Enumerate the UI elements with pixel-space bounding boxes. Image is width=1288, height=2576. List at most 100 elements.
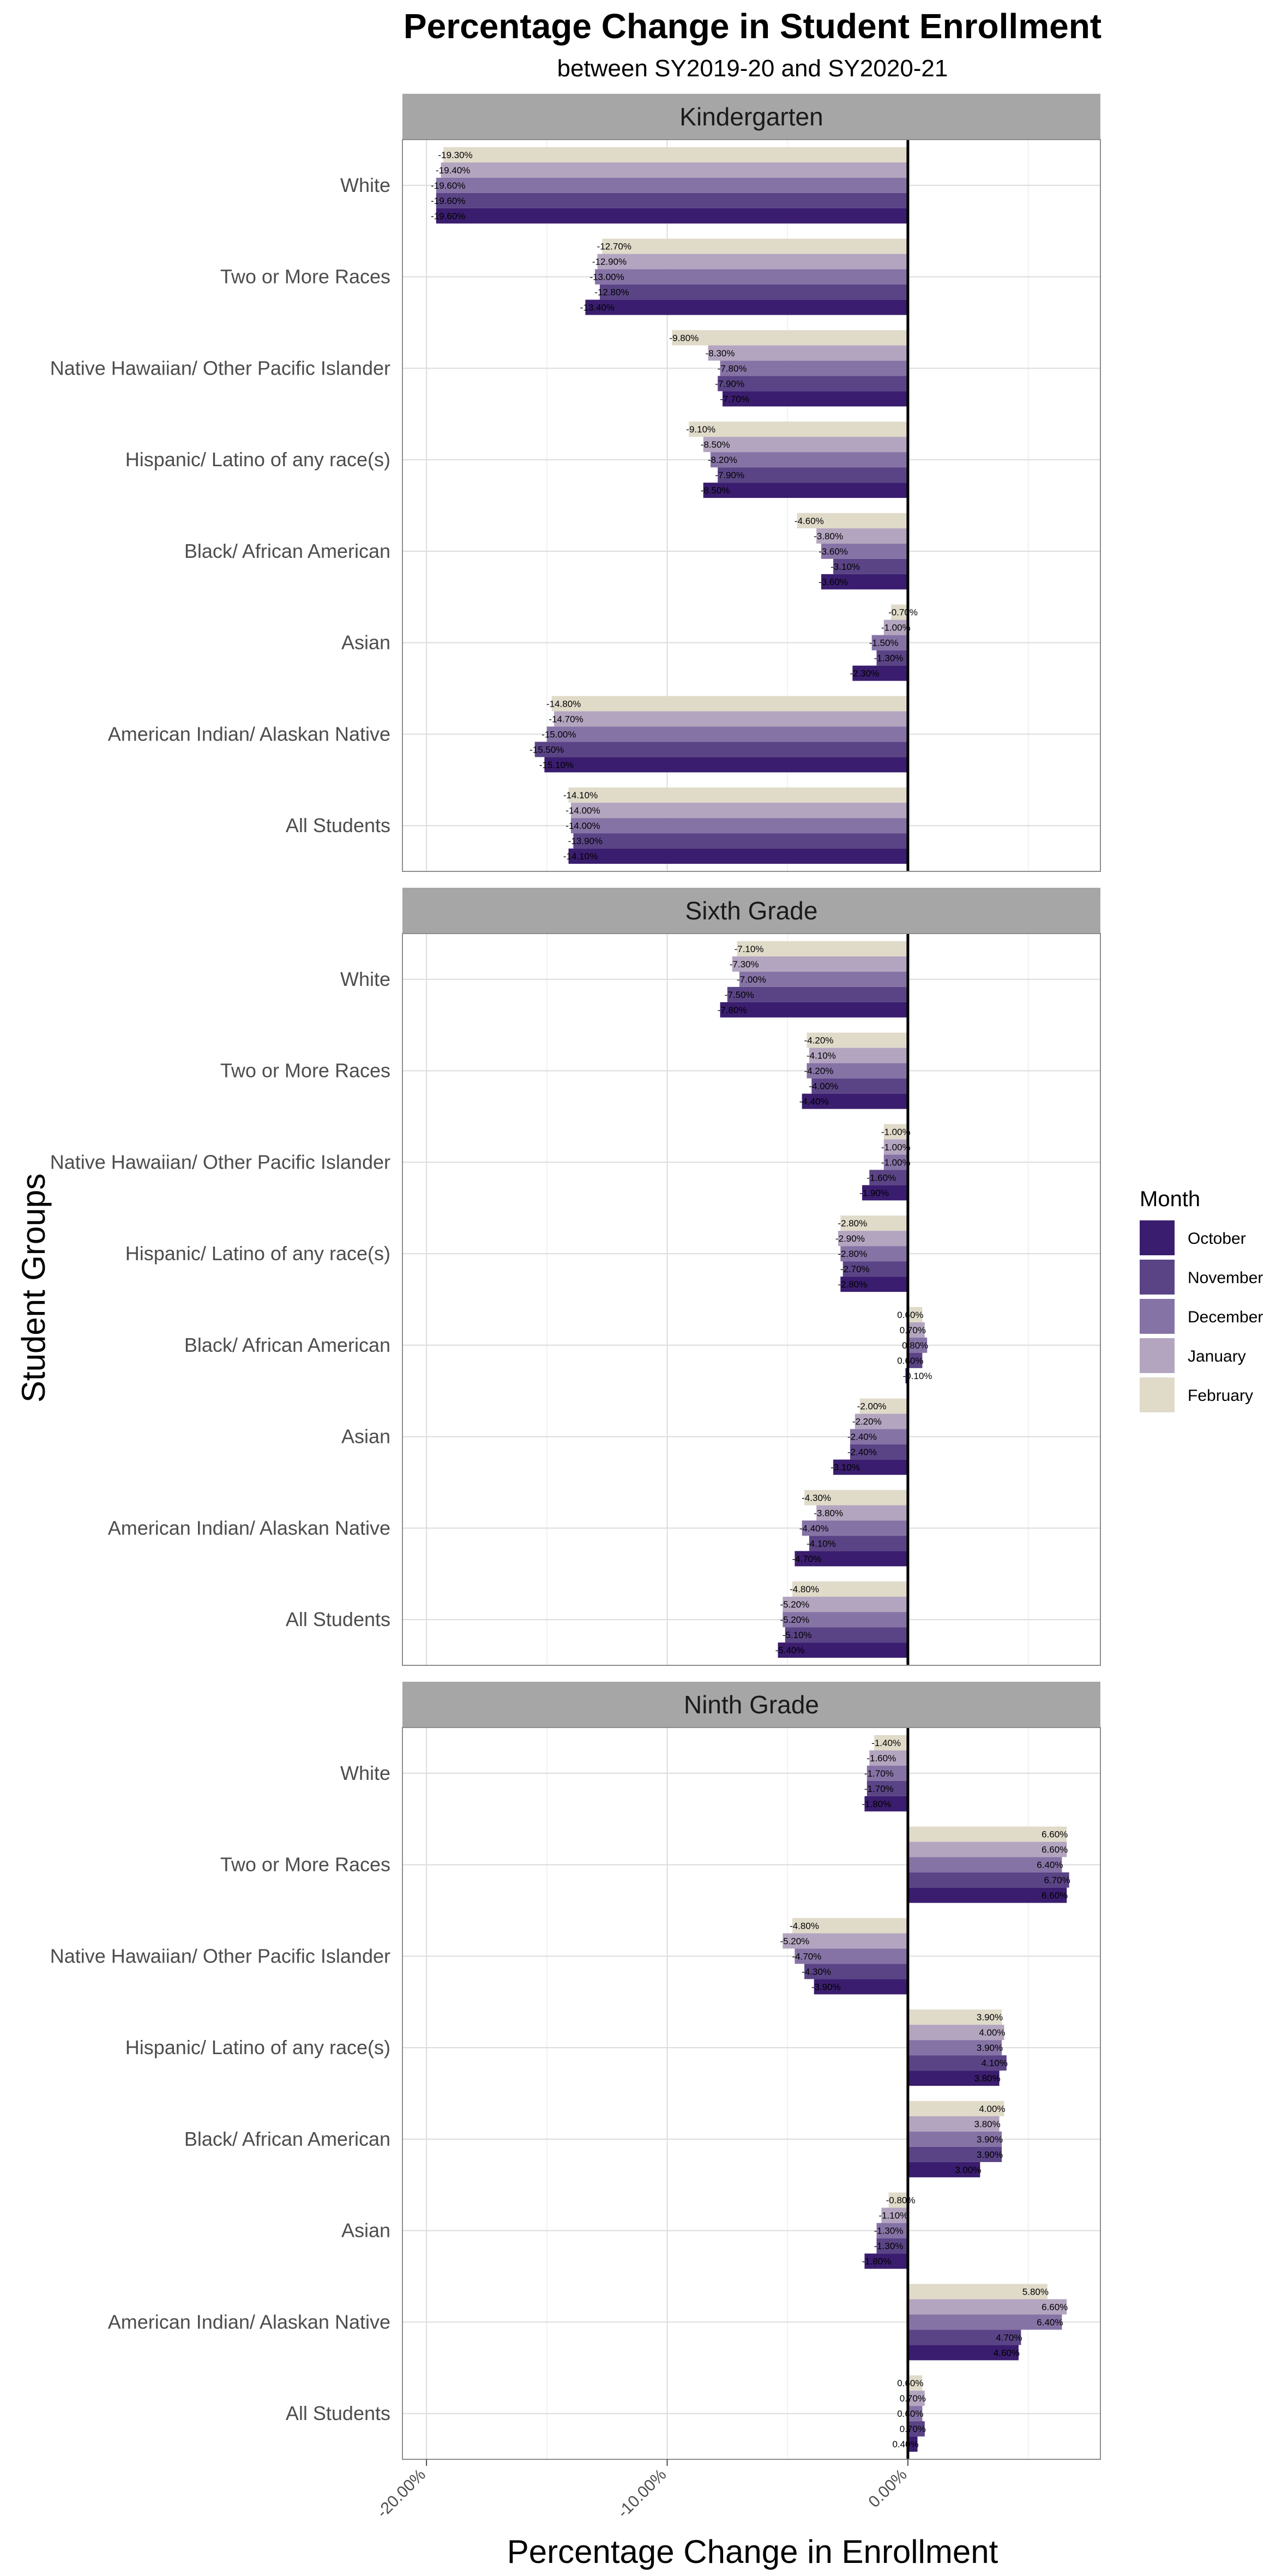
bar-american-indian-alaskan-native-february <box>551 696 908 712</box>
bar-american-indian-alaskan-native-january <box>554 711 908 727</box>
data-label: -1.00% <box>881 1157 911 1167</box>
bar-white-january <box>732 956 908 972</box>
category-label: White <box>340 174 390 196</box>
data-label: 6.40% <box>1037 1860 1063 1870</box>
category-label: Native Hawaiian/ Other Pacific Islander <box>50 1151 390 1173</box>
bar-all-students-november <box>907 2421 925 2437</box>
bar-white-february <box>874 1735 908 1750</box>
category-label: Hispanic/ Latino of any race(s) <box>125 1242 390 1265</box>
category-label: Two or More Races <box>220 266 390 288</box>
legend-swatch-december <box>1140 1299 1175 1334</box>
bar-hispanic-latino-of-any-race-s-november <box>842 1261 908 1277</box>
panel-strip <box>402 888 1100 934</box>
data-label: -19.40% <box>436 165 470 176</box>
bar-black-african-american-november <box>907 2146 1002 2162</box>
panel-title: Sixth Grade <box>685 896 818 925</box>
data-label: -5.20% <box>780 1599 809 1610</box>
panel-border <box>402 139 1101 872</box>
data-label: -4.10% <box>806 1051 836 1061</box>
bar-white-february <box>443 147 908 162</box>
bar-black-african-american-november <box>907 1352 923 1368</box>
category-label: White <box>340 1762 390 1784</box>
data-label: -1.40% <box>871 1738 901 1748</box>
bar-all-students-october <box>568 848 908 864</box>
data-label: 4.10% <box>982 2058 1008 2068</box>
data-label: -14.80% <box>546 699 581 709</box>
bar-american-indian-alaskan-native-february <box>804 1490 908 1506</box>
bar-asian-october <box>833 1459 908 1475</box>
data-label: -12.70% <box>597 242 631 252</box>
data-label: -14.10% <box>563 851 598 862</box>
bar-hispanic-latino-of-any-race-s-december <box>840 1246 908 1262</box>
x-axis-title: Percentage Change in Enrollment <box>507 2533 998 2570</box>
bar-white-november <box>436 192 908 208</box>
bar-black-african-american-january <box>816 528 908 544</box>
bar-all-students-october <box>907 2436 918 2452</box>
data-label: -2.70% <box>840 1264 870 1274</box>
bar-american-indian-alaskan-native-november <box>534 742 908 757</box>
data-label: -5.20% <box>780 1936 809 1946</box>
data-label: -4.80% <box>790 1584 819 1594</box>
bar-white-october <box>436 208 908 224</box>
data-label: -9.10% <box>686 424 715 435</box>
bar-native-hawaiian-other-pacific-islander-february <box>672 330 908 346</box>
bar-asian-november <box>850 1444 908 1460</box>
data-label: -8.50% <box>701 485 730 496</box>
bar-all-students-december <box>783 1612 908 1628</box>
bar-american-indian-alaskan-native-january <box>907 2299 1067 2315</box>
panel-border <box>402 1727 1101 2460</box>
data-label: 3.80% <box>974 2073 1001 2084</box>
bar-hispanic-latino-of-any-race-s-december <box>907 2040 1002 2056</box>
bar-asian-january <box>881 2207 908 2223</box>
category-label: White <box>340 968 390 990</box>
data-label: -3.10% <box>830 562 860 572</box>
bar-native-hawaiian-other-pacific-islander-october <box>723 391 908 407</box>
bar-black-african-american-december <box>907 1337 928 1353</box>
bar-two-or-more-races-february <box>907 1826 1067 1842</box>
bar-all-students-january <box>907 2391 925 2406</box>
data-label: -3.10% <box>830 1462 860 1473</box>
bar-white-december <box>436 177 908 193</box>
legend-label-october: October <box>1188 1230 1246 1248</box>
data-label: -2.30% <box>850 669 879 679</box>
data-label: -5.20% <box>780 1615 809 1625</box>
data-label: 0.70% <box>900 1325 926 1335</box>
bar-native-hawaiian-other-pacific-islander-october <box>814 1979 908 1995</box>
data-label: 3.90% <box>977 2043 1003 2053</box>
bar-two-or-more-races-october <box>802 1093 908 1109</box>
bar-white-january <box>869 1750 908 1766</box>
panel-sixth-grade: Sixth Grade White Two or More Races Native … <box>50 888 1101 1666</box>
data-label: 0.70% <box>900 2424 926 2434</box>
bar-asian-february <box>888 2192 908 2208</box>
bar-white-october <box>720 1002 908 1018</box>
bar-american-indian-alaskan-native-october <box>544 757 908 773</box>
legend-title: Month <box>1140 1187 1200 1211</box>
bar-asian-december <box>850 1429 908 1445</box>
category-label: American Indian/ Alaskan Native <box>108 723 390 745</box>
data-label: -1.00% <box>881 1127 911 1137</box>
data-label: 0.40% <box>892 2439 918 2449</box>
data-label: -7.70% <box>720 394 749 404</box>
bar-black-african-american-february <box>907 1307 923 1322</box>
bar-hispanic-latino-of-any-race-s-january <box>907 2025 1004 2041</box>
data-label: -3.90% <box>811 1982 841 1992</box>
data-label: -7.10% <box>735 944 764 954</box>
data-label: -4.10% <box>806 1538 836 1549</box>
data-label: -1.70% <box>864 1784 894 1794</box>
category-label: All Students <box>286 2402 390 2424</box>
bar-asian-january <box>854 1413 908 1429</box>
bar-native-hawaiian-other-pacific-islander-november <box>869 1170 908 1185</box>
data-label: -7.30% <box>730 959 759 970</box>
category-label: Hispanic/ Latino of any race(s) <box>125 2036 390 2059</box>
legend-label-december: December <box>1188 1308 1263 1326</box>
bar-hispanic-latino-of-any-race-s-february <box>689 422 908 437</box>
data-label: -7.00% <box>737 974 766 985</box>
legend-label-november: November <box>1188 1269 1263 1287</box>
data-label: -2.90% <box>835 1233 865 1244</box>
category-label: Hispanic/ Latino of any race(s) <box>125 448 390 471</box>
data-label: -1.10% <box>878 2211 908 2221</box>
data-label: 0.60% <box>897 1356 923 1366</box>
data-label: 5.80% <box>1022 2286 1049 2297</box>
data-label: -5.40% <box>775 1645 805 1656</box>
category-label: Asian <box>341 2219 390 2242</box>
